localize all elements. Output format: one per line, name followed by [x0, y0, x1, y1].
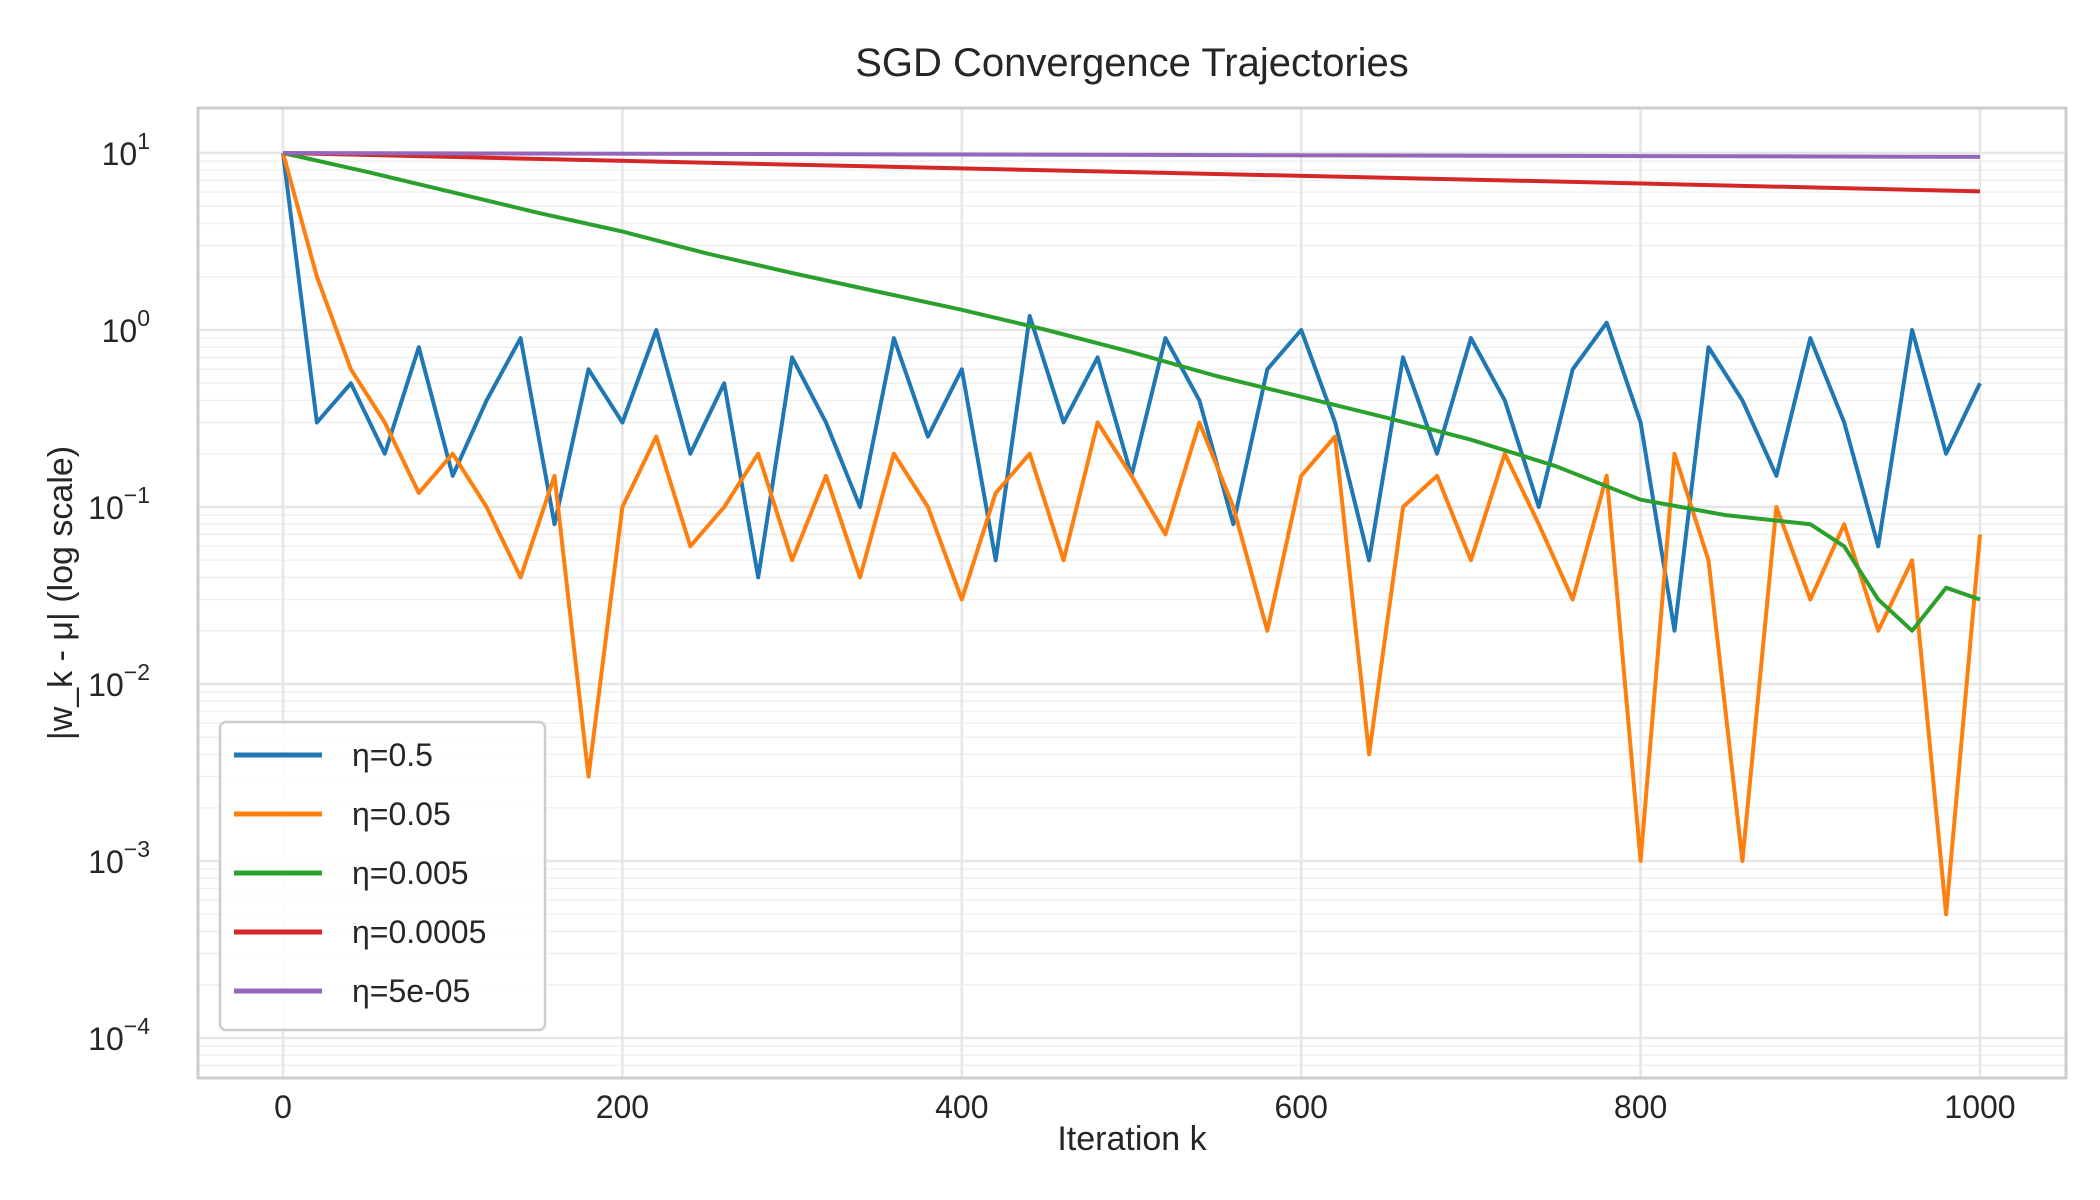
y-tick-label: 10−3 [88, 836, 150, 880]
y-axis-label: |w_k - μ| (log scale) [42, 446, 80, 740]
y-tick-label: 10−2 [88, 659, 150, 703]
y-tick-label: 10−4 [88, 1013, 150, 1057]
legend-label: η=5e-05 [352, 973, 470, 1009]
plot-frame [196, 106, 2068, 1080]
y-tick-label: 101 [102, 128, 150, 172]
legend-label: η=0.05 [352, 796, 451, 832]
series-lines [281, 151, 1982, 917]
legend-label: η=0.0005 [352, 914, 486, 950]
x-tick-label: 1000 [1944, 1089, 2015, 1125]
x-axis-label: Iteration k [1057, 1120, 1207, 1158]
series-line [281, 152, 1982, 917]
legend-box [218, 720, 547, 1032]
x-tick-label: 600 [1275, 1089, 1328, 1125]
series-line [282, 151, 1981, 159]
series-line [282, 151, 1981, 633]
x-ticks: 0 200 400 600 800 1000 [274, 1089, 2015, 1125]
y-ticks: 101 100 10−1 10−2 10−3 10−4 [88, 128, 150, 1057]
legend-label: η=0.5 [352, 737, 433, 773]
legend: η=0.5 η=0.05 η=0.005 η=0.0005 η=5e-05 [218, 720, 547, 1032]
series-line [282, 151, 1981, 194]
legend-label: η=0.005 [352, 855, 469, 891]
x-tick-label: 200 [596, 1089, 649, 1125]
y-tick-label: 10−1 [88, 482, 150, 526]
series-line [281, 152, 1982, 633]
x-tick-label: 0 [274, 1089, 292, 1125]
x-tick-label: 800 [1614, 1089, 1667, 1125]
y-tick-label: 100 [102, 305, 150, 349]
x-tick-label: 400 [935, 1089, 988, 1125]
chart-title: SGD Convergence Trajectories [855, 41, 1409, 85]
